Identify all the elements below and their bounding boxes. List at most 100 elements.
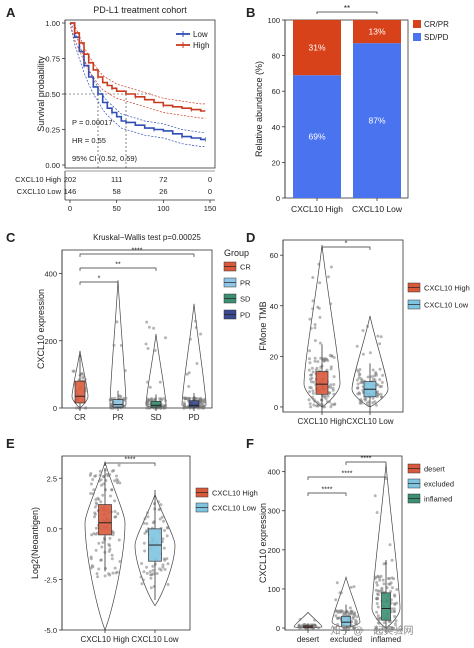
ci-band-low xyxy=(69,22,206,133)
data-point xyxy=(376,393,380,397)
data-point xyxy=(376,605,380,609)
data-point xyxy=(371,396,375,400)
data-point xyxy=(395,588,399,591)
data-point xyxy=(148,385,152,389)
data-point xyxy=(91,478,95,481)
data-point xyxy=(378,367,382,371)
data-point xyxy=(108,536,112,540)
data-point xyxy=(142,541,146,545)
y-tick-label: 0.25 xyxy=(45,126,60,135)
y-axis-title: FMone TMB xyxy=(258,301,268,350)
data-point xyxy=(162,519,165,523)
data-point xyxy=(98,473,102,477)
data-point xyxy=(117,538,121,542)
legend: Low High xyxy=(176,30,209,50)
data-point xyxy=(143,517,147,521)
data-point xyxy=(161,565,165,569)
data-point xyxy=(161,563,165,567)
significance-bracket xyxy=(307,492,347,496)
risk-row-label: CXCL10 High xyxy=(15,175,61,184)
y-tick-label: 60 xyxy=(272,87,280,96)
legend-label: Low xyxy=(193,30,208,39)
data-point xyxy=(376,589,380,593)
panel-label-E: E xyxy=(6,436,15,451)
box-pd xyxy=(188,400,200,408)
data-point xyxy=(334,598,338,602)
km-curve-high xyxy=(70,22,206,112)
y-tick-label: 200 xyxy=(44,337,57,346)
data-point xyxy=(151,568,155,572)
data-point xyxy=(146,380,150,384)
box-cr xyxy=(74,380,86,404)
data-label: 31% xyxy=(308,43,325,53)
data-point xyxy=(194,396,198,400)
data-point xyxy=(323,357,327,360)
data-point xyxy=(329,405,333,409)
significance-bracket xyxy=(79,281,119,285)
data-point xyxy=(143,549,147,553)
data-point xyxy=(91,492,95,496)
legend-label: CXCL10 Low xyxy=(212,504,257,513)
x-tick-label: CR xyxy=(74,413,86,422)
data-point xyxy=(379,335,383,339)
data-point xyxy=(330,354,334,358)
data-point xyxy=(110,469,114,473)
data-point xyxy=(99,478,103,482)
data-point xyxy=(352,615,355,619)
legend-label: SD xyxy=(240,295,251,304)
data-point xyxy=(393,593,396,597)
data-point xyxy=(145,565,149,569)
x-tick-label: 100 xyxy=(157,204,170,213)
data-point xyxy=(348,606,352,610)
data-point xyxy=(373,575,377,579)
y-tick-label: 40 xyxy=(270,302,278,311)
y-tick-label: 0.00 xyxy=(45,161,60,170)
data-point xyxy=(373,378,377,382)
data-point xyxy=(313,359,317,363)
y-tick-label: 100 xyxy=(267,585,280,594)
data-point xyxy=(368,351,372,355)
x-tick-label: PR xyxy=(112,413,123,422)
panel-b-stacked-bar: 0 20 40 60 80 100 Relative abundance (%) 69% 31%… xyxy=(254,4,449,214)
data-point xyxy=(352,626,355,630)
data-point xyxy=(347,626,351,630)
data-point xyxy=(113,479,117,483)
data-point xyxy=(94,548,98,552)
data-point xyxy=(375,596,379,600)
data-point xyxy=(333,626,337,630)
data-label: 87% xyxy=(368,116,385,126)
data-point xyxy=(390,626,394,630)
panel-e-violin: -5.0 -2.5 0.0 2.5 Log2(Neoantigen) CXCL10 Hig… xyxy=(30,455,258,644)
data-point xyxy=(158,380,162,384)
data-point xyxy=(308,349,312,353)
data-point xyxy=(94,526,98,530)
significance-bracket xyxy=(104,462,156,466)
data-point xyxy=(147,325,151,329)
data-point xyxy=(309,373,313,377)
y-tick-label: 20 xyxy=(272,158,280,167)
data-point xyxy=(146,511,149,515)
data-point xyxy=(113,566,117,570)
data-point xyxy=(194,326,198,329)
data-point xyxy=(311,276,315,279)
data-point xyxy=(359,377,363,381)
data-point xyxy=(146,403,150,407)
box-excluded xyxy=(341,615,351,627)
data-point xyxy=(202,406,206,410)
data-point xyxy=(152,326,156,330)
data-point xyxy=(101,493,105,497)
data-point xyxy=(118,481,122,485)
data-point xyxy=(141,578,145,582)
y-tick-label: 0 xyxy=(274,403,278,412)
data-point xyxy=(74,406,78,410)
data-point xyxy=(395,601,399,605)
risk-value: 72 xyxy=(159,175,167,184)
significance-label: **** xyxy=(132,248,143,255)
data-point xyxy=(203,400,207,404)
data-point xyxy=(376,383,380,387)
data-point xyxy=(81,376,85,380)
data-point xyxy=(309,326,313,330)
data-point xyxy=(164,336,167,340)
data-point xyxy=(382,582,386,586)
